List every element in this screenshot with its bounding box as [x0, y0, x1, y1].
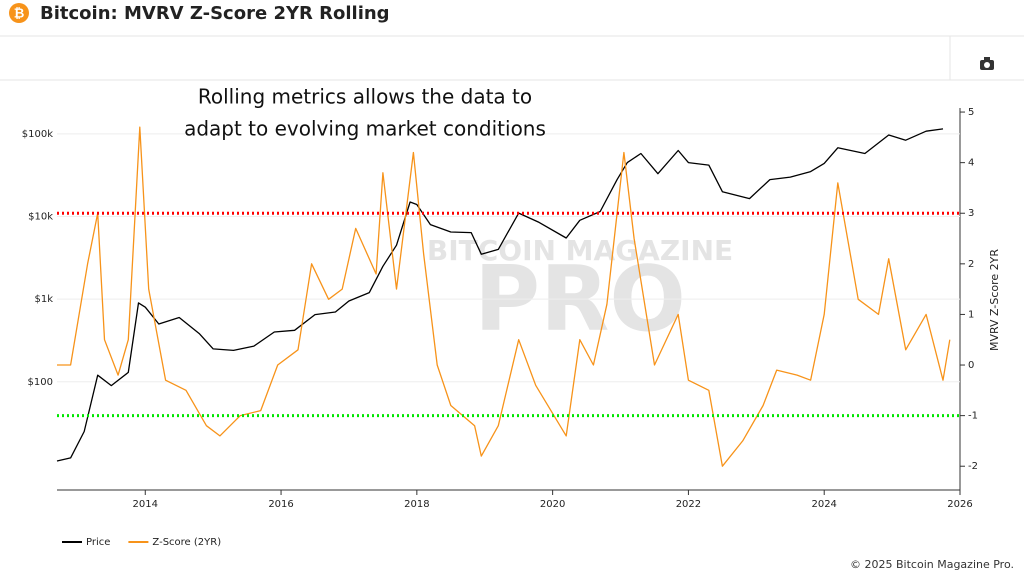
series-line [57, 126, 951, 467]
y-tick-label: $100k [22, 129, 53, 140]
y2-tick-label: 5 [968, 107, 974, 118]
y2-tick-label: -1 [968, 411, 978, 422]
y2-tick-label: 2 [968, 259, 974, 270]
x-tick-label: 2018 [404, 499, 429, 510]
annotation: adapt to evolving market conditions [184, 117, 546, 141]
y2-tick-label: 0 [968, 360, 974, 371]
annotation: Rolling metrics allows the data to [198, 85, 532, 109]
y2-tick-label: 4 [968, 158, 974, 169]
bitcoin-icon [9, 3, 29, 23]
x-tick-label: 2024 [811, 499, 836, 510]
x-tick-label: 2020 [540, 499, 565, 510]
y2-tick-label: 3 [968, 208, 974, 219]
y2-tick-label: -2 [968, 461, 978, 472]
y-tick-label: $100 [28, 377, 53, 388]
y-tick-label: $10k [28, 212, 53, 223]
annotation-box [185, 82, 545, 146]
x-tick-label: 2014 [133, 499, 158, 510]
copyright: © 2025 Bitcoin Magazine Pro. [850, 558, 1014, 571]
legend-label: Z-Score (2YR) [152, 537, 221, 548]
bitcoin-symbol: ₿ [14, 7, 25, 22]
plot: BITCOIN MAGAZINEPRO$100$1k$10k$100k-2-10… [22, 107, 978, 548]
x-tick-label: 2016 [268, 499, 293, 510]
camera-lens [984, 62, 990, 68]
series-line [56, 128, 944, 462]
legend-label: Price [86, 537, 110, 548]
y-tick-label: $1k [34, 294, 53, 305]
camera-button[interactable] [980, 57, 994, 70]
y2-axis-title: MVRV Z-Score 2YR [988, 249, 1001, 351]
x-tick-label: 2026 [947, 499, 972, 510]
x-tick-label: 2022 [676, 499, 701, 510]
camera-top [984, 57, 990, 61]
y2-tick-label: 1 [968, 309, 974, 320]
page-title: Bitcoin: MVRV Z-Score 2YR Rolling [40, 3, 390, 24]
watermark: BITCOIN MAGAZINE [427, 234, 733, 267]
